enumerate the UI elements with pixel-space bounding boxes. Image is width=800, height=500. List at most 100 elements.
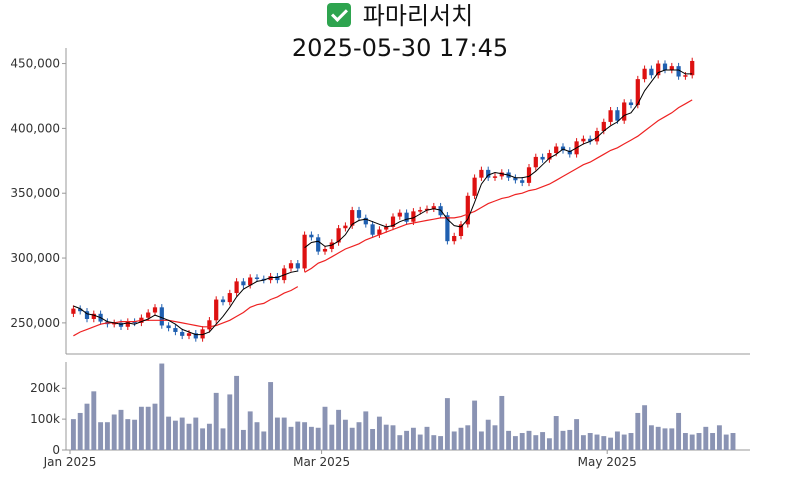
volume-bar <box>166 416 172 450</box>
candle-body <box>363 217 368 225</box>
volume-bar <box>499 395 505 450</box>
volume-bar <box>247 411 253 450</box>
candle-body <box>322 248 328 252</box>
candle-body <box>377 229 382 235</box>
volume-bar <box>485 419 491 450</box>
volume-bar <box>662 428 668 450</box>
volume-bar <box>281 417 287 450</box>
candle-body <box>370 224 375 235</box>
candle-body <box>465 195 470 225</box>
candle-body <box>452 236 457 242</box>
candle-body <box>676 66 681 77</box>
volume-bar <box>438 436 444 450</box>
volume-bar <box>648 425 654 450</box>
volume-bar <box>567 429 573 450</box>
candle-body <box>499 172 504 177</box>
volume-bar <box>70 419 76 450</box>
candle-body <box>166 325 171 329</box>
volume-bar <box>220 428 226 450</box>
volume-bar <box>730 433 736 450</box>
volume-bar <box>417 434 423 450</box>
volume-panel: 0 100k 200k <box>30 362 750 457</box>
volume-bar <box>268 382 274 450</box>
volume-bar <box>363 411 369 450</box>
candle-body <box>227 293 232 303</box>
date-tick-label: Mar 2025 <box>293 455 350 469</box>
candle-body <box>404 212 409 222</box>
moving-average-long-line <box>304 99 693 273</box>
volume-bar <box>200 428 206 450</box>
moving-average-long-line <box>73 286 299 337</box>
candle-body <box>411 211 416 222</box>
candle-body <box>458 224 464 237</box>
volume-bar <box>716 425 722 450</box>
volume-bar <box>315 427 321 450</box>
volume-bar <box>601 436 607 450</box>
candle-body <box>615 110 620 121</box>
candle-body <box>207 320 212 330</box>
candle-body <box>336 228 341 243</box>
price-tick-label: 300,000 <box>10 251 60 265</box>
candle-body <box>214 299 219 321</box>
volume-bar <box>682 433 688 450</box>
volume-bar <box>342 419 348 450</box>
volume-bar <box>587 433 593 450</box>
price-panel: 250,000 300,000 350,000 400,000 450,000 <box>10 48 750 355</box>
volume-bar <box>356 422 362 450</box>
volume-bar <box>723 434 729 450</box>
volume-bar <box>635 412 641 450</box>
candle-body <box>554 146 559 154</box>
volume-bar <box>390 425 396 450</box>
volume-bar <box>302 422 308 450</box>
chart-timestamp: 2025-05-30 17:45 <box>291 34 509 62</box>
candle-body <box>125 321 130 327</box>
candle-body <box>424 208 430 211</box>
volume-bar <box>574 419 580 450</box>
volume-bar <box>519 433 525 450</box>
volume-bar <box>152 403 158 450</box>
volume-bar <box>91 391 97 450</box>
candle-body <box>656 63 661 76</box>
volume-bar <box>608 437 614 450</box>
volume-bar <box>669 428 675 450</box>
candle-body <box>384 226 389 230</box>
moving-average-short-line <box>73 270 298 336</box>
candle-body <box>329 242 334 249</box>
candle-body <box>649 68 654 76</box>
candle-body <box>540 156 545 160</box>
volume-bar <box>104 422 110 450</box>
volume-bar <box>234 375 240 450</box>
volume-bar <box>451 431 457 450</box>
volume-bar <box>512 436 518 450</box>
candle-body <box>683 75 688 77</box>
stock-name: 파마리서치 <box>362 2 474 30</box>
candle-body <box>254 277 260 279</box>
volume-bar <box>689 434 695 450</box>
candle-body <box>173 328 178 332</box>
volume-bar <box>145 406 151 450</box>
volume-bar <box>540 432 546 450</box>
volume-bar <box>594 434 600 450</box>
candle-body <box>608 110 613 122</box>
price-tick-label: 400,000 <box>10 121 60 135</box>
candle-body <box>84 311 90 319</box>
candle-body <box>526 167 532 183</box>
volume-bar <box>111 414 117 450</box>
candle-body <box>316 237 321 252</box>
price-tick-label: 250,000 <box>10 316 60 330</box>
volume-bar <box>308 426 314 450</box>
candle-body <box>350 210 355 226</box>
volume-tick-label: 100k <box>30 412 60 426</box>
candle-body <box>486 169 491 178</box>
candle-body <box>288 263 294 269</box>
candle-body <box>390 216 396 227</box>
date-tick-label: Jan 2025 <box>43 455 97 469</box>
volume-bar <box>370 429 376 450</box>
volume-bar <box>84 403 90 450</box>
candle-body <box>594 130 600 142</box>
volume-bar <box>526 430 532 450</box>
volume-bar <box>118 409 124 450</box>
volume-bar <box>655 426 661 450</box>
candle-body <box>622 102 627 121</box>
